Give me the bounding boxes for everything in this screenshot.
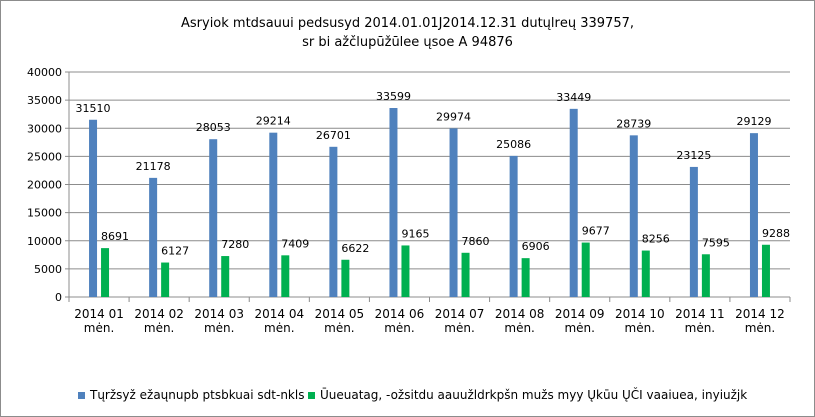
bar-series-2 bbox=[641, 250, 650, 297]
data-label-series-2: 9165 bbox=[401, 227, 429, 240]
x-tick-label: mėn. bbox=[444, 321, 475, 335]
data-label-series-2: 9288 bbox=[762, 227, 790, 240]
chart-title: Asryiok mtdsauui pedsusyd 2014.01.01J201… bbox=[0, 14, 815, 52]
bar-series-1 bbox=[509, 155, 518, 297]
data-label-series-2: 6906 bbox=[522, 240, 550, 253]
bar-series-2 bbox=[101, 248, 110, 297]
y-tick-label: 20000 bbox=[27, 179, 62, 192]
x-tick-label: mėn. bbox=[204, 321, 235, 335]
x-tick-label: mėn. bbox=[625, 321, 656, 335]
data-label-series-1: 28739 bbox=[616, 117, 651, 130]
bar-series-2 bbox=[281, 255, 290, 297]
bar-series-2 bbox=[461, 252, 470, 297]
legend-swatch-series-2 bbox=[308, 391, 315, 399]
bar-series-1 bbox=[209, 139, 218, 297]
x-tick-label: mėn. bbox=[324, 321, 355, 335]
bar-series-1 bbox=[449, 128, 458, 297]
bar-series-1 bbox=[629, 135, 638, 297]
legend-item-series-1: Tųržsyž ežaųnupb ptsbkuai sdt-nkls bbox=[78, 388, 304, 402]
data-label-series-2: 7860 bbox=[462, 235, 490, 248]
x-tick-label: 2014 06 bbox=[375, 307, 425, 321]
data-label-series-1: 25086 bbox=[496, 138, 531, 151]
data-label-series-1: 29129 bbox=[736, 115, 771, 128]
x-tick-label: 2014 09 bbox=[555, 307, 605, 321]
bar-series-1 bbox=[269, 132, 278, 297]
x-tick-label: 2014 07 bbox=[435, 307, 485, 321]
data-label-series-1: 23125 bbox=[676, 149, 711, 162]
x-tick-label: 2014 11 bbox=[675, 307, 725, 321]
data-label-series-2: 7595 bbox=[702, 236, 730, 249]
x-tick-label: mėn. bbox=[84, 321, 115, 335]
y-tick-label: 0 bbox=[55, 291, 62, 304]
bar-series-2 bbox=[341, 259, 350, 297]
x-tick-label: 2014 03 bbox=[194, 307, 244, 321]
bar-series-2 bbox=[701, 254, 710, 297]
bar-series-1 bbox=[689, 166, 698, 297]
bar-series-2 bbox=[581, 242, 590, 297]
data-label-series-2: 8256 bbox=[642, 233, 670, 246]
data-label-series-2: 7409 bbox=[281, 237, 309, 250]
legend-label-series-1: Tųržsyž ežaųnupb ptsbkuai sdt-nkls bbox=[90, 388, 305, 402]
bar-series-1 bbox=[89, 119, 98, 297]
bar-series-2 bbox=[521, 258, 530, 297]
x-tick-label: mėn. bbox=[504, 321, 535, 335]
x-tick-label: 2014 12 bbox=[735, 307, 785, 321]
x-tick-label: mėn. bbox=[264, 321, 295, 335]
legend-item-series-2: Ūueuatag, -ožsitdu aauužldrkpšn mužs myy… bbox=[308, 388, 747, 402]
bar-series-1 bbox=[389, 108, 398, 298]
data-label-series-1: 26701 bbox=[316, 129, 351, 142]
x-tick-label: mėn. bbox=[144, 321, 175, 335]
bar-series-1 bbox=[149, 177, 158, 297]
bar-series-1 bbox=[329, 146, 338, 297]
data-label-series-2: 9677 bbox=[582, 225, 610, 238]
data-label-series-2: 7280 bbox=[221, 238, 249, 251]
x-tick-label: mėn. bbox=[745, 321, 776, 335]
y-tick-label: 25000 bbox=[27, 150, 62, 163]
y-tick-label: 10000 bbox=[27, 235, 62, 248]
data-label-series-1: 29214 bbox=[256, 115, 291, 128]
bar-series-1 bbox=[569, 108, 578, 298]
data-label-series-1: 33599 bbox=[376, 90, 411, 103]
x-tick-label: 2014 04 bbox=[254, 307, 304, 321]
x-tick-label: 2014 08 bbox=[495, 307, 545, 321]
x-tick-label: 2014 05 bbox=[315, 307, 365, 321]
data-label-series-2: 6127 bbox=[161, 245, 189, 258]
bar-series-1 bbox=[749, 133, 758, 297]
x-tick-label: mėn. bbox=[685, 321, 716, 335]
x-tick-label: 2014 10 bbox=[615, 307, 665, 321]
bar-series-2 bbox=[161, 262, 170, 297]
data-label-series-1: 31510 bbox=[76, 102, 111, 115]
y-tick-label: 40000 bbox=[27, 66, 62, 79]
x-tick-label: 2014 01 bbox=[74, 307, 124, 321]
bar-series-2 bbox=[761, 244, 770, 297]
chart-title-line-2: sr bi ažčlupūžūlee ųsoe A 94876 bbox=[302, 35, 513, 50]
data-label-series-1: 33449 bbox=[556, 91, 591, 104]
y-tick-label: 5000 bbox=[34, 263, 62, 276]
legend-label-series-2: Ūueuatag, -ožsitdu aauužldrkpšn mužs myy… bbox=[320, 388, 748, 402]
bar-series-2 bbox=[221, 256, 230, 297]
data-label-series-1: 28053 bbox=[196, 121, 231, 134]
data-label-series-2: 8691 bbox=[101, 230, 129, 243]
data-label-series-2: 6622 bbox=[341, 242, 369, 255]
y-tick-label: 15000 bbox=[27, 207, 62, 220]
x-tick-label: 2014 02 bbox=[134, 307, 184, 321]
legend-swatch-series-1 bbox=[78, 391, 85, 399]
data-label-series-1: 21178 bbox=[136, 160, 171, 173]
data-label-series-1: 29974 bbox=[436, 110, 471, 123]
x-tick-label: mėn. bbox=[564, 321, 595, 335]
y-tick-label: 30000 bbox=[27, 122, 62, 135]
bar-series-2 bbox=[401, 245, 410, 297]
chart-title-line-1: Asryiok mtdsauui pedsusyd 2014.01.01J201… bbox=[180, 16, 634, 31]
x-tick-label: mėn. bbox=[384, 321, 415, 335]
y-tick-label: 35000 bbox=[27, 94, 62, 107]
